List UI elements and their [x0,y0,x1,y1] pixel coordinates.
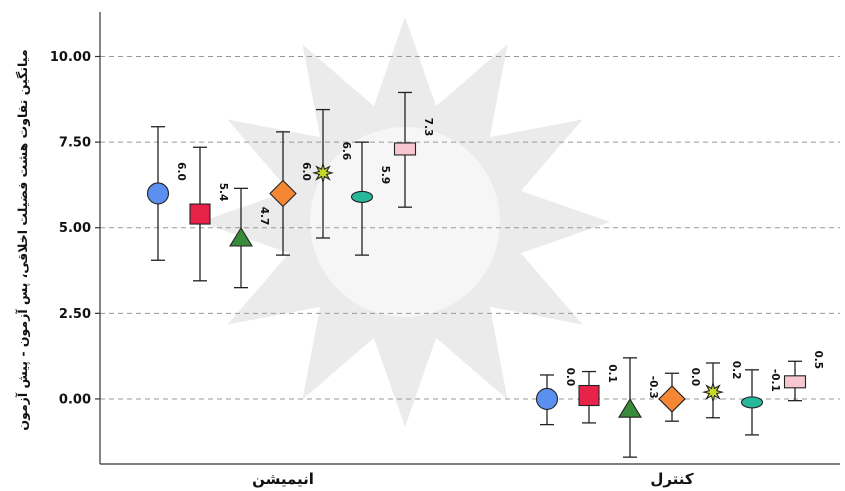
star-marker [312,161,334,184]
y-axis-ticks: 0.00 2.50 5.00 7.50 10.00 [50,50,100,407]
grid-lines [100,56,840,400]
data-point: 5.9 [350,141,391,256]
value-label: 0.0 [564,368,576,387]
value-label: 7.3 [422,118,434,137]
category-label: کنترل [650,470,694,488]
triangle-marker [229,226,253,247]
ellipse-marker [350,190,374,203]
square-marker [189,203,211,225]
value-label: 0.1 [606,364,618,383]
data-point: 6.6 [312,108,352,239]
circle-marker [146,182,170,205]
data-point: 7.3 [393,91,434,208]
data-point: 0.0 [535,368,576,426]
data-point: 0.2 [701,361,742,419]
data-point: 0.0 [658,368,701,422]
value-label: 6.6 [340,142,352,161]
data-point: 0.1 [578,364,618,424]
category-labels: انیمیشن کنترل [252,470,694,488]
watermark-center [310,127,500,317]
triangle-marker [618,398,642,418]
square-marker [578,384,600,407]
value-label: 0.0 [689,368,701,387]
group-series: 0.0 0.1 -0.3 0.0 0.2 -0.1 0.5 [535,351,824,458]
rect-marker [783,375,807,389]
ellipse-marker [740,396,764,409]
y-tick-label: 2.50 [59,307,91,322]
data-point: -0.1 [740,369,781,436]
value-label: 4.7 [258,207,270,226]
diamond-marker [658,385,686,413]
circle-marker [535,387,559,410]
value-label: 0.5 [812,351,824,370]
data-point: 6.0 [269,131,312,256]
data-point: 6.0 [146,126,187,261]
star-marker [701,381,725,404]
y-tick-label: 7.50 [59,136,91,151]
y-tick-label: 0.00 [59,392,91,407]
value-label: 6.0 [175,162,187,181]
y-axis-title: میانگین تفاوت هشت فضیلت اخلاقی، پس آزمون… [15,49,30,430]
data-point: 0.5 [783,351,824,402]
group-series: 6.0 5.4 4.7 6.0 6.6 5.9 7.3 [146,91,434,289]
category-label: انیمیشن [252,470,314,488]
value-label: -0.3 [647,376,659,399]
y-tick-label: 5.00 [59,221,91,236]
watermark-emblem [200,17,610,427]
value-label: 5.9 [379,166,391,185]
data-point: 5.4 [189,146,229,282]
y-tick-label: 10.00 [50,50,91,65]
data-point: -0.3 [618,357,659,458]
value-label: 6.0 [300,162,312,181]
diamond-marker [269,179,297,208]
rect-marker [393,142,417,156]
data-series: 6.0 5.4 4.7 6.0 6.6 5.9 7.3 0.0 0.1 -0.3 0.0 0.2 -0.… [146,91,824,458]
data-point: 4.7 [229,187,270,289]
value-label: 5.4 [217,183,229,202]
value-label: -0.1 [769,369,781,392]
value-label: 0.2 [730,361,742,380]
